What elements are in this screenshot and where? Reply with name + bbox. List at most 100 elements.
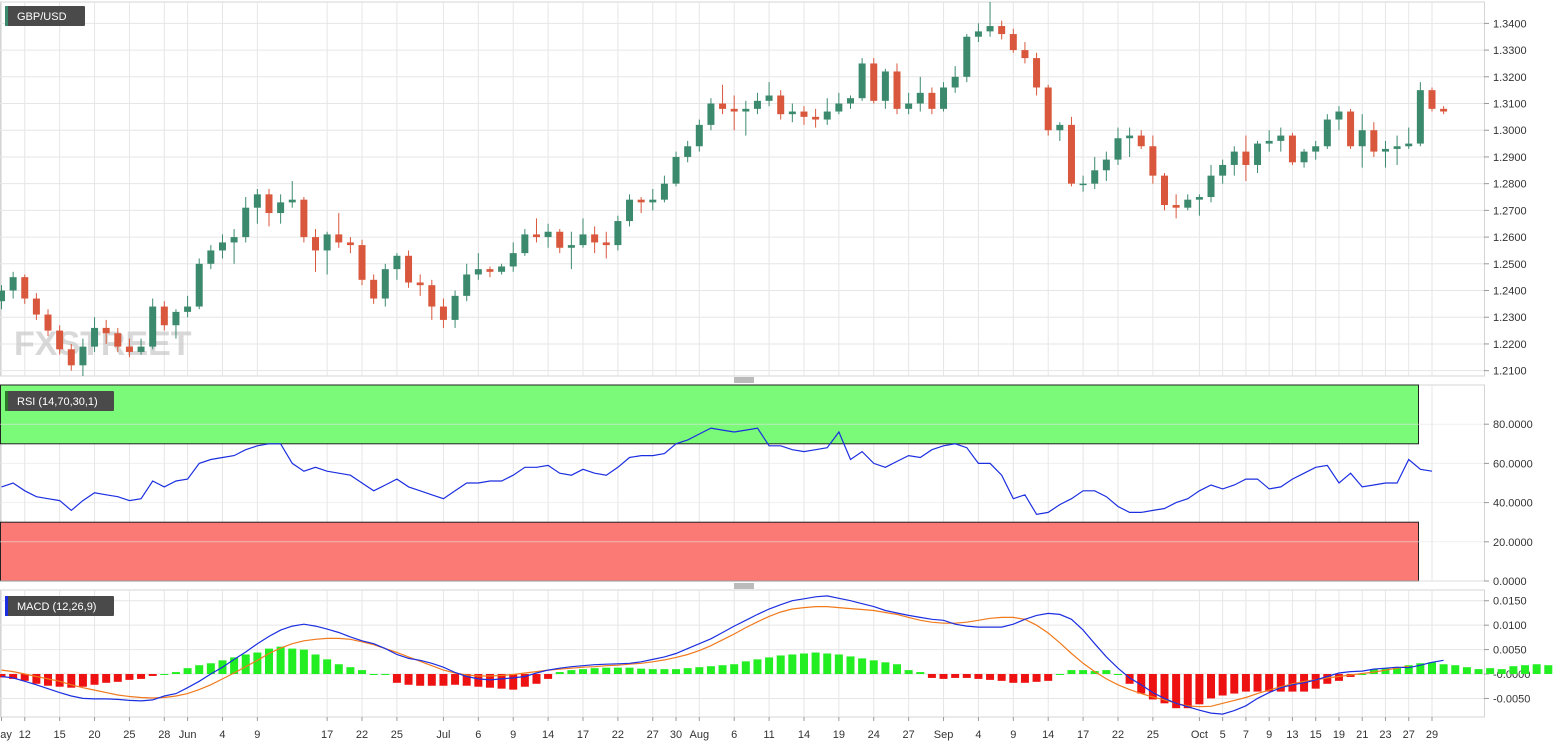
candle: [1079, 175, 1087, 192]
candle-body: [1079, 183, 1087, 186]
candle-body: [439, 306, 447, 320]
candle: [300, 197, 308, 243]
candle: [719, 84, 727, 115]
macd-histogram-bar: [0, 674, 6, 678]
x-axis-label: 23: [1379, 729, 1391, 741]
candle-body: [1161, 175, 1168, 206]
price-axis-label: 1.2200: [1493, 339, 1527, 351]
macd-histogram-bar: [485, 674, 494, 688]
candle-body: [218, 242, 226, 251]
macd-histogram-bar: [148, 674, 157, 676]
candle-body: [765, 95, 773, 101]
candle: [416, 274, 424, 296]
candle-body: [649, 199, 657, 203]
candle: [660, 175, 668, 203]
macd-histogram-bar: [1137, 674, 1146, 694]
macd-histogram-bar: [264, 648, 273, 675]
candle-body: [800, 111, 808, 117]
macd-histogram-bar: [1148, 674, 1157, 700]
price-axis-label: 1.3200: [1493, 72, 1527, 84]
macd-histogram-bar: [474, 674, 483, 687]
candle-body: [579, 234, 587, 246]
macd-histogram-bar: [776, 655, 785, 675]
candle: [1277, 127, 1285, 152]
candle-body: [1428, 90, 1436, 109]
macd-histogram-bar: [183, 668, 192, 675]
macd-histogram-bar: [1288, 674, 1297, 692]
candle: [1102, 151, 1110, 181]
candle-body: [1033, 58, 1041, 88]
candle-body: [963, 36, 971, 77]
x-axis-label: 22: [612, 729, 624, 741]
candle-body: [1137, 135, 1145, 147]
macd-histogram-bar: [416, 674, 425, 686]
x-axis-label: 4: [219, 729, 225, 741]
macd-histogram-bar: [811, 652, 820, 675]
candle-body: [1312, 146, 1320, 152]
pane-resize-handle[interactable]: [734, 583, 754, 589]
x-axis-label: 17: [1077, 729, 1089, 741]
macd-histogram-bar: [1067, 670, 1076, 675]
candle-body: [986, 26, 994, 32]
pane-resize-handle[interactable]: [734, 377, 754, 383]
panel-label-bg: [5, 6, 85, 26]
candle-body: [79, 346, 87, 366]
macd-histogram-bar: [1265, 674, 1274, 692]
candle-body: [614, 221, 622, 246]
candle-body: [1021, 50, 1029, 59]
candle-body: [695, 124, 703, 147]
candles: [0, 2, 1448, 376]
macd-histogram-bar: [927, 674, 936, 678]
macd-histogram-bar: [951, 674, 960, 678]
candle: [626, 194, 634, 227]
candle: [567, 231, 575, 270]
candle: [184, 295, 192, 318]
macd-histogram-bar: [311, 654, 320, 675]
macd-histogram-bar: [44, 674, 53, 686]
rsi-panel-label: RSI (14,70,30,1): [5, 391, 114, 411]
candle-body: [812, 116, 820, 120]
candle-body: [684, 146, 692, 157]
macd-histogram-bar: [1334, 674, 1343, 681]
candle: [777, 90, 785, 120]
candle: [405, 250, 413, 288]
macd-histogram-bar: [1416, 663, 1425, 675]
candle: [788, 103, 796, 123]
x-axis-label: 29: [1426, 729, 1438, 741]
candle: [1416, 82, 1424, 147]
candle-body: [532, 234, 540, 238]
candle: [498, 263, 506, 275]
candle: [149, 298, 157, 350]
candle: [1242, 135, 1250, 181]
macd-histogram-bar: [997, 674, 1006, 681]
candle-body: [265, 194, 273, 214]
candle-body: [940, 87, 948, 109]
candle-body: [312, 237, 320, 251]
candle-body: [125, 346, 133, 352]
candle-body: [1358, 130, 1366, 147]
candle-body: [381, 269, 389, 299]
macd-histogram-bar: [1044, 674, 1053, 681]
candle: [160, 301, 168, 331]
candle-body: [1207, 175, 1215, 198]
macd-histogram-bar: [1207, 674, 1216, 699]
candle-body: [951, 76, 959, 88]
macd-histogram-bar: [706, 666, 715, 675]
macd-histogram-bar: [230, 657, 239, 675]
candle-body: [509, 253, 517, 267]
macd-histogram-bar: [834, 654, 843, 675]
macd-histogram-bar: [730, 664, 739, 675]
macd-histogram-bar: [625, 667, 634, 675]
macd-histogram-bar: [288, 648, 297, 675]
x-axis-label: 9: [254, 729, 260, 741]
candle: [1393, 135, 1401, 165]
candle-body: [1440, 108, 1448, 112]
candle: [905, 92, 913, 115]
macd-histogram-bar: [451, 674, 460, 685]
candle-body: [1265, 140, 1273, 144]
panel-label-text: MACD (12,26,9): [17, 601, 96, 613]
candle: [1033, 52, 1041, 96]
candle: [218, 234, 226, 259]
x-axis-label: 25: [1147, 729, 1159, 741]
macd-histogram-bar: [672, 669, 681, 675]
